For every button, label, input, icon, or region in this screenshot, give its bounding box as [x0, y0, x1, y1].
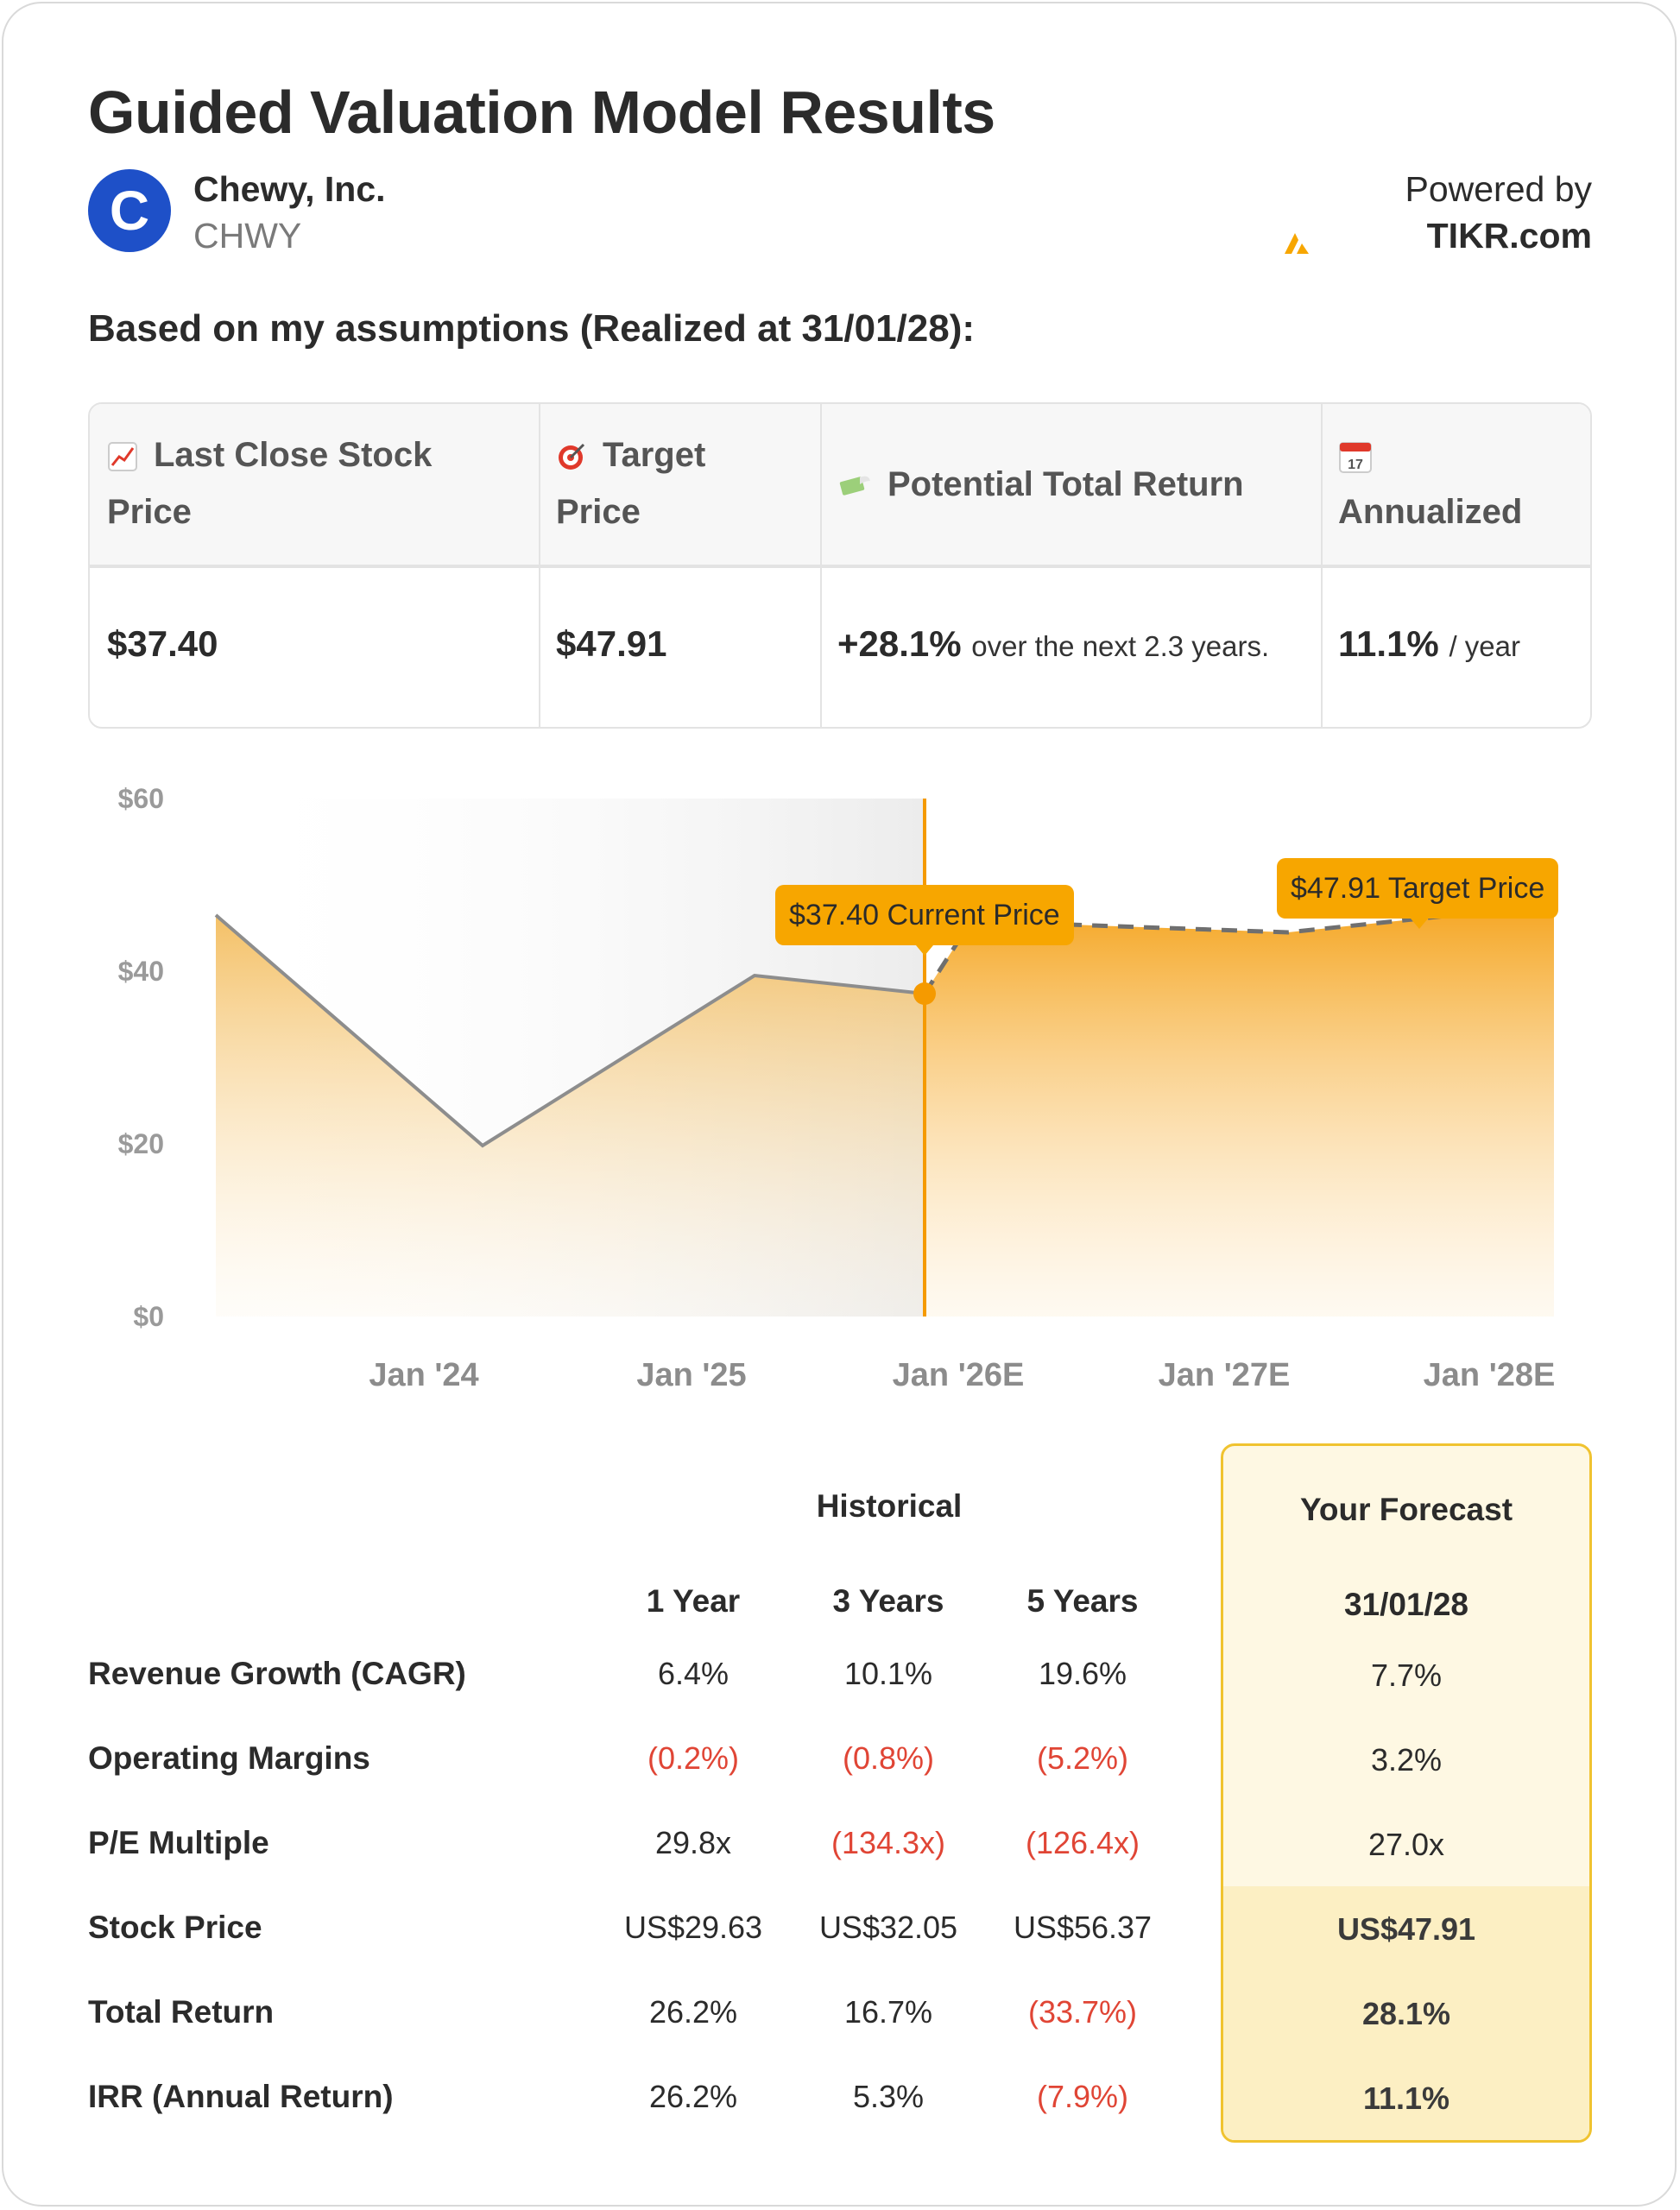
forecast-cell: US$47.91: [1336, 1911, 1476, 1947]
annualized-value: 11.1%: [1338, 623, 1439, 664]
col-1-year: 1 Year: [646, 1583, 741, 1619]
header-target-line1: Target: [603, 436, 706, 474]
forecast-cell: 3.2%: [1370, 1742, 1443, 1777]
x-tick-label: Jan '28E: [1424, 1357, 1556, 1393]
target-price-tooltip: $47.91 Target Price: [1277, 858, 1559, 919]
metric-cell: 29.8x: [654, 1825, 732, 1860]
forecast-line: [922, 902, 1555, 995]
header-target: Target Price: [556, 426, 815, 540]
metric-row-label: Operating Margins: [88, 1740, 370, 1776]
y-tick-label: $20: [118, 1128, 164, 1159]
potential-return-cell: +28.1% over the next 2.3 years.: [837, 623, 1269, 665]
metric-row-label: Total Return: [88, 1994, 275, 2030]
tooltip-pointer: [1411, 919, 1428, 929]
metric-cell: 16.7%: [843, 1994, 933, 2030]
current-price-point: [913, 982, 936, 1005]
forecast-cell: 7.7%: [1370, 1658, 1443, 1693]
money-with-wings-icon: [839, 477, 870, 496]
target-icon: [559, 444, 585, 470]
metric-cell: 26.2%: [648, 1994, 738, 2030]
metric-cell: (5.2%): [1036, 1740, 1129, 1776]
forecast-cell: 27.0x: [1367, 1827, 1445, 1862]
metric-cell: US$32.05: [818, 1910, 958, 1945]
header-potential: Potential Total Return: [837, 456, 1312, 513]
logo-letter: C: [109, 180, 150, 242]
col-5-years: 5 Years: [1026, 1583, 1139, 1619]
chart-increasing-icon: [108, 442, 137, 472]
metric-cell: 5.3%: [852, 2079, 925, 2114]
metric-cell: 26.2%: [648, 2079, 738, 2114]
metric-cell: 6.4%: [657, 1656, 729, 1691]
assumptions-heading: Based on my assumptions (Realized at 31/…: [88, 307, 976, 350]
metric-cell: 19.6%: [1038, 1656, 1127, 1691]
header-annualized-label: Annualized: [1338, 493, 1523, 531]
tooltip-pointer: [916, 945, 933, 956]
page-title: Guided Valuation Model Results: [88, 79, 995, 146]
potential-return-note: over the next 2.3 years.: [971, 630, 1270, 662]
historical-heading: Historical: [816, 1488, 963, 1524]
header-potential-label: Potential Total Return: [887, 465, 1244, 503]
header-last-close: Last Close Stock Price: [107, 426, 530, 540]
historical-area: [216, 915, 925, 1317]
metric-cell: (126.4x): [1025, 1825, 1140, 1860]
metric-row-label: P/E Multiple: [88, 1825, 269, 1860]
header-last-close-line2: Price: [107, 493, 192, 531]
historical-line: [214, 913, 925, 1148]
target-price-value: $47.91: [556, 623, 667, 664]
calendar-icon: 17: [1339, 442, 1372, 474]
metric-cell: (134.3x): [831, 1825, 946, 1860]
svg-text:17: 17: [1348, 458, 1363, 472]
potential-return-value: +28.1%: [837, 623, 962, 664]
annualized-cell: 11.1% / year: [1338, 623, 1520, 665]
forecast-cell: 28.1%: [1361, 1996, 1451, 2031]
y-tick-label: $0: [133, 1301, 164, 1332]
x-tick-label: Jan '25: [636, 1357, 746, 1393]
price-chart: $60 $40 $20 $0 Jan '24 Jan '25 Jan '26E Jan '27…: [0, 760, 1680, 1420]
header-annualized: 17 Annualized: [1338, 426, 1580, 540]
current-price-tooltip: $37.40 Current Price: [775, 885, 1074, 945]
forecast-area: [925, 904, 1554, 1317]
last-close-value: $37.40: [107, 623, 218, 664]
annualized-note: / year: [1449, 630, 1520, 662]
company-logo: C: [88, 169, 171, 252]
company-name: Chewy, Inc.: [193, 169, 386, 209]
header-target-line2: Price: [556, 493, 641, 531]
col-3-years: 3 Years: [832, 1583, 944, 1619]
metric-cell: (33.7%): [1027, 1994, 1138, 2030]
metric-cell: (0.8%): [842, 1740, 935, 1776]
tikr-brand-link[interactable]: TIKR.com: [1426, 216, 1592, 256]
summary-header-row: [90, 404, 1590, 568]
metric-cell: (0.2%): [647, 1740, 740, 1776]
forecast-heading: Your Forecast: [1299, 1492, 1513, 1527]
metric-row-label: IRR (Annual Return): [88, 2079, 394, 2114]
y-tick-label: $40: [118, 956, 164, 987]
header-last-close-line1: Last Close Stock: [154, 436, 433, 474]
company-ticker: CHWY: [193, 216, 302, 256]
forecast-date: 31/01/28: [1343, 1587, 1469, 1622]
powered-by-text: Powered by: [1405, 169, 1592, 209]
x-tick-label: Jan '27E: [1159, 1357, 1291, 1393]
x-tick-label: Jan '26E: [893, 1357, 1025, 1393]
y-tick-label: $60: [118, 783, 164, 814]
forecast-highlight: [1223, 1886, 1589, 2140]
metric-cell: (7.9%): [1036, 2079, 1129, 2114]
forecast-cell: 11.1%: [1362, 2081, 1450, 2116]
x-tick-label: Jan '24: [369, 1357, 478, 1393]
tikr-logo-icon: [1285, 233, 1309, 254]
metric-cell: US$56.37: [1013, 1910, 1153, 1945]
forecast-column-box: [1221, 1443, 1592, 2143]
metric-cell: US$29.63: [623, 1910, 763, 1945]
summary-table: Last Close Stock Price Target Price Pote…: [88, 402, 1592, 729]
metric-cell: 10.1%: [843, 1656, 933, 1691]
metric-row-label: Stock Price: [88, 1910, 262, 1945]
metric-row-label: Revenue Growth (CAGR): [88, 1656, 466, 1691]
